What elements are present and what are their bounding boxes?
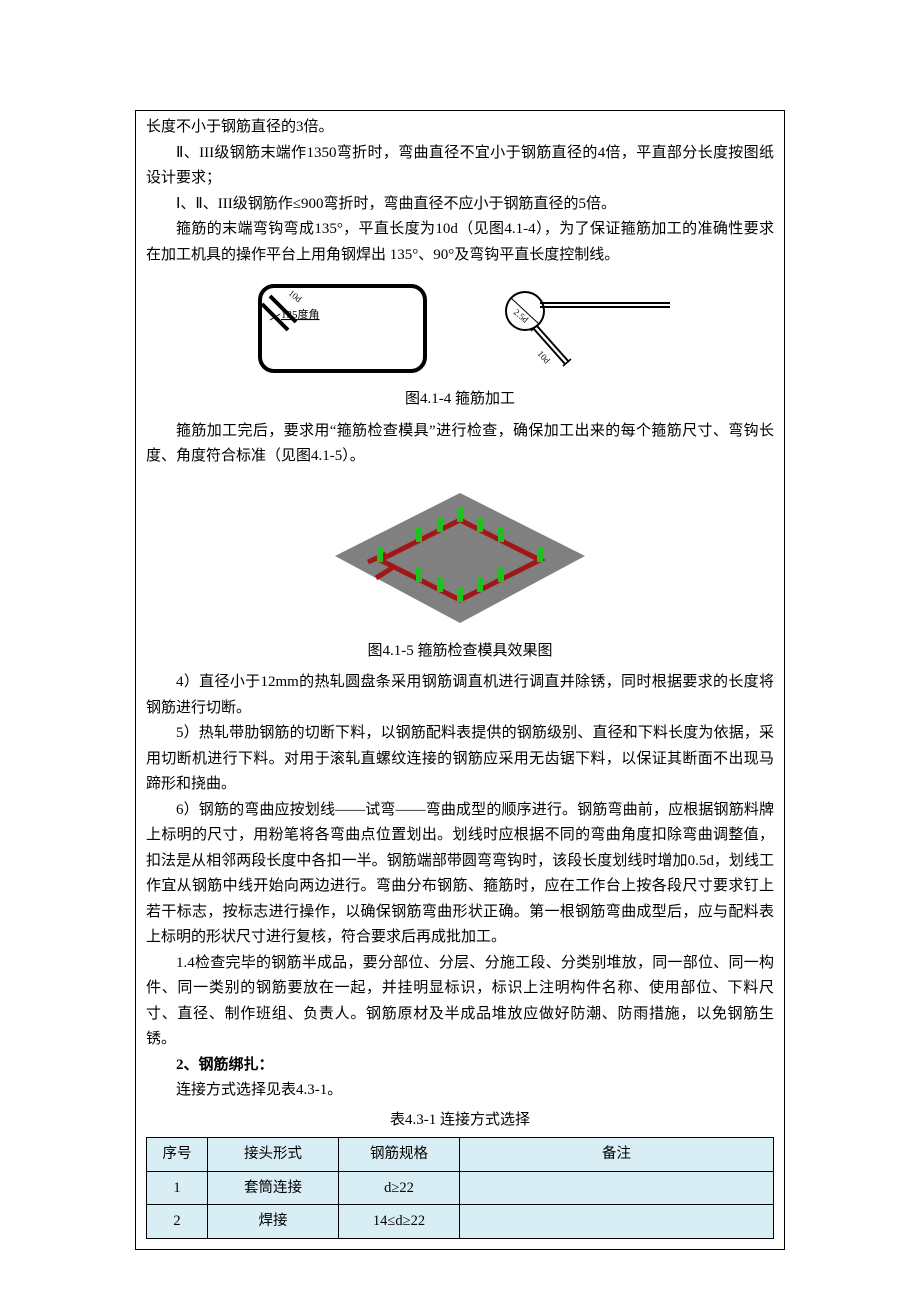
- paragraph-0: 长度不小于钢筋直径的3倍。: [146, 115, 774, 141]
- cell-note: [460, 1205, 774, 1239]
- label-10d-tail: 10d: [536, 349, 553, 366]
- figure-4-1-4: 10d 135度角 2.5d 10d: [146, 276, 774, 381]
- cell-spec: 14≤d≥22: [339, 1205, 460, 1239]
- figure-4-1-5-caption: 图4.1-5 箍筋检查模具效果图: [146, 639, 774, 665]
- cell-note: [460, 1171, 774, 1205]
- col-seq: 序号: [147, 1138, 208, 1172]
- paragraph-8: 1.4检查完毕的钢筋半成品，要分部位、分层、分施工段、分类别堆放，同一部位、同一…: [146, 951, 774, 1053]
- paragraph-2: Ⅰ、Ⅱ、III级钢筋作≤900弯折时，弯曲直径不应小于钢筋直径的5倍。: [146, 192, 774, 218]
- heading-2: 2、钢筋绑扎：: [146, 1053, 774, 1079]
- paragraph-6: 5）热轧带肋钢筋的切断下料，以钢筋配料表提供的钢筋级别、直径和下料长度为依据，采…: [146, 721, 774, 798]
- paragraph-5: 4）直径小于12mm的热轧圆盘条采用钢筋调直机进行调直并除锈，同时根据要求的长度…: [146, 670, 774, 721]
- connection-table: 序号 接头形式 钢筋规格 备注 1 套筒连接 d≥22 2 焊接 14≤d≥22: [146, 1137, 774, 1239]
- figure-4-1-5: [146, 478, 774, 633]
- col-spec: 钢筋规格: [339, 1138, 460, 1172]
- cell-type: 焊接: [208, 1205, 339, 1239]
- content-box: 长度不小于钢筋直径的3倍。 Ⅱ、III级钢筋末端作1350弯折时，弯曲直径不宜小…: [135, 110, 785, 1250]
- cell-seq: 1: [147, 1171, 208, 1205]
- paragraph-7: 6）钢筋的弯曲应按划线——试弯——弯曲成型的顺序进行。钢筋弯曲前，应根据钢筋料牌…: [146, 798, 774, 951]
- paragraph-1: Ⅱ、III级钢筋末端作1350弯折时，弯曲直径不宜小于钢筋直径的4倍，平直部分长…: [146, 141, 774, 192]
- paragraph-3: 箍筋的末端弯钩弯成135°，平直长度为10d（见图4.1-4），为了保证箍筋加工…: [146, 217, 774, 268]
- table-header-row: 序号 接头形式 钢筋规格 备注: [147, 1138, 774, 1172]
- label-135-angle: 135度角: [281, 307, 320, 321]
- table-row: 1 套筒连接 d≥22: [147, 1171, 774, 1205]
- cell-type: 套筒连接: [208, 1171, 339, 1205]
- figure-4-1-4-caption: 图4.1-4 箍筋加工: [146, 387, 774, 413]
- cell-spec: d≥22: [339, 1171, 460, 1205]
- stirrup-jig-render-icon: [330, 478, 590, 633]
- hook-detail-icon: 2.5d 10d: [485, 276, 670, 381]
- paragraph-9: 连接方式选择见表4.3-1。: [146, 1078, 774, 1104]
- cell-seq: 2: [147, 1205, 208, 1239]
- table-row: 2 焊接 14≤d≥22: [147, 1205, 774, 1239]
- page: 长度不小于钢筋直径的3倍。 Ⅱ、III级钢筋末端作1350弯折时，弯曲直径不宜小…: [0, 110, 920, 1250]
- label-10d: 10d: [287, 288, 304, 305]
- table-4-3-1-caption: 表4.3-1 连接方式选择: [146, 1108, 774, 1134]
- col-type: 接头形式: [208, 1138, 339, 1172]
- paragraph-4: 箍筋加工完后，要求用“箍筋检查模具”进行检查，确保加工出来的每个箍筋尺寸、弯钩长…: [146, 419, 774, 470]
- stirrup-diagram-icon: 10d 135度角: [250, 276, 435, 381]
- col-note: 备注: [460, 1138, 774, 1172]
- label-2-5d: 2.5d: [512, 307, 531, 325]
